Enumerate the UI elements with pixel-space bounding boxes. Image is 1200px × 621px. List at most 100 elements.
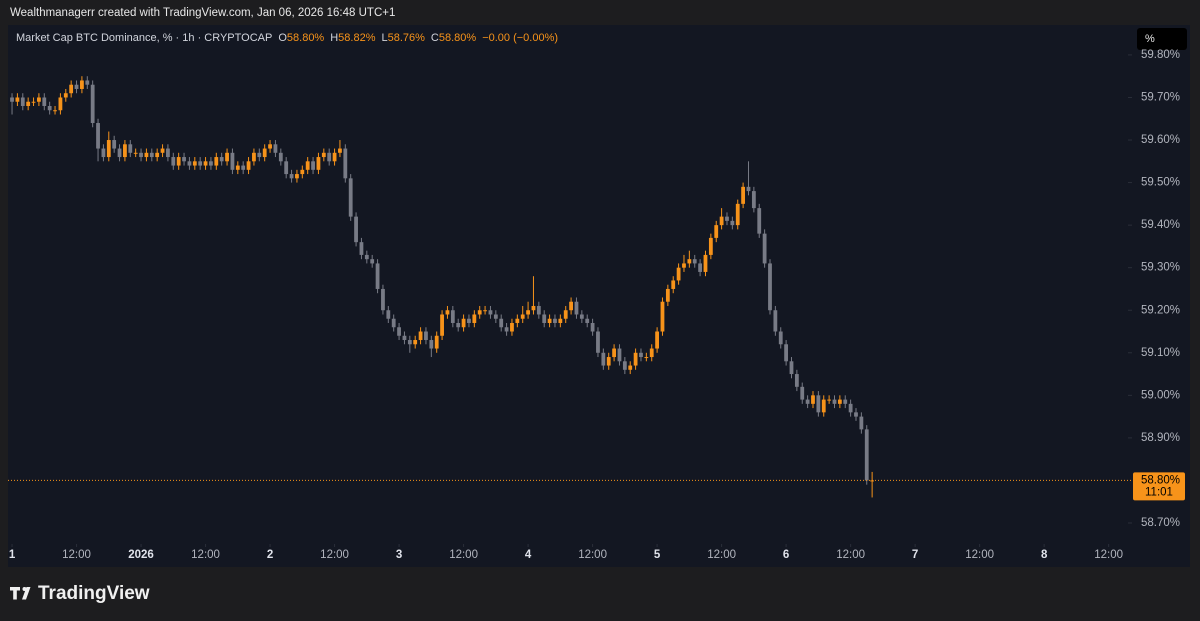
legend-key: H: [330, 32, 338, 44]
candle-body: [144, 152, 149, 158]
candle-body: [542, 314, 547, 323]
candle-body: [816, 395, 821, 413]
candle-body: [859, 416, 864, 430]
candle-body: [773, 310, 778, 332]
legend-key: C: [431, 32, 439, 44]
candle-body: [655, 331, 660, 349]
candle-body: [805, 399, 810, 404]
y-tick-label: 58.90%: [1141, 432, 1180, 444]
brand: TradingView: [9, 583, 150, 604]
legend-value: 58.80%: [439, 32, 477, 44]
candle-body: [42, 97, 47, 106]
scale-button-label[interactable]: %: [1145, 33, 1155, 45]
candle-body: [510, 322, 514, 332]
candle-body: [569, 301, 573, 311]
candle-body: [182, 157, 186, 162]
candle-body: [628, 365, 633, 370]
y-tick-label: 59.70%: [1141, 92, 1180, 104]
candle-body: [590, 322, 595, 332]
candle-body: [606, 357, 611, 366]
candle-body: [434, 335, 439, 349]
candle-body: [789, 361, 794, 375]
candle-body: [69, 84, 74, 94]
candle-body: [794, 374, 799, 387]
candle-body: [536, 305, 541, 315]
candle-body: [730, 220, 735, 226]
y-tick-label: 59.30%: [1141, 262, 1180, 274]
candle-body: [133, 152, 138, 154]
candle-body: [821, 399, 826, 413]
candle-body: [682, 263, 686, 268]
candle-body: [381, 288, 385, 311]
x-tick-label: 5: [654, 549, 661, 561]
candle-body: [53, 110, 57, 112]
candle-body: [429, 340, 434, 349]
candle-body: [811, 395, 815, 404]
candle-body: [198, 161, 203, 166]
candle-body: [456, 322, 461, 328]
candle-body: [483, 310, 487, 312]
candle-body: [214, 157, 219, 166]
candle-body: [31, 101, 36, 103]
x-tick-label: 12:00: [965, 549, 994, 561]
y-tick-label: 59.40%: [1141, 219, 1180, 231]
candle-body: [166, 148, 170, 158]
candle-body: [547, 318, 552, 323]
candle-body: [515, 318, 520, 323]
brand-logo-dot: [22, 587, 27, 591]
candle-body: [252, 152, 256, 162]
candle-body: [520, 314, 525, 319]
legend-key: L: [381, 32, 387, 44]
candle-body: [676, 267, 681, 281]
candle-body: [15, 97, 20, 102]
candle-body: [235, 165, 240, 170]
x-tick-label: 2026: [128, 549, 154, 561]
x-tick-label: 3: [396, 549, 402, 561]
candle-body: [746, 186, 751, 192]
x-tick-label: 6: [783, 549, 789, 561]
candle-body: [257, 152, 262, 158]
candle-body: [85, 80, 90, 85]
candle-body: [219, 157, 224, 162]
candle-body: [832, 399, 837, 404]
candle-body: [703, 254, 708, 272]
legend: Market Cap BTC Dominance, % · 1h · CRYPT…: [16, 32, 558, 44]
candle-body: [117, 148, 122, 158]
x-tick-label: 12:00: [836, 549, 865, 561]
candle-body: [526, 310, 530, 315]
candle-body: [241, 165, 246, 170]
candle-body: [391, 318, 396, 328]
candle-body: [848, 403, 853, 413]
candle-body: [343, 148, 348, 179]
candle-body: [106, 140, 111, 158]
scale-button[interactable]: [1137, 28, 1187, 50]
x-tick-label: 12:00: [449, 549, 478, 561]
candle-body: [262, 148, 267, 158]
candle-body: [708, 237, 713, 255]
candle-body: [300, 169, 305, 175]
candle-body: [461, 318, 466, 328]
candle-body: [63, 93, 68, 98]
header: Wealthmanagerr created with TradingView.…: [10, 7, 395, 19]
candle-body: [295, 174, 299, 179]
candle-body: [649, 348, 654, 358]
candle-body: [531, 305, 536, 311]
candle-body: [101, 148, 106, 158]
candle-body: [139, 152, 143, 158]
candle-body: [633, 352, 638, 366]
candle-body: [10, 97, 14, 102]
candle-body: [800, 386, 805, 400]
y-tick-label: 58.70%: [1141, 517, 1180, 529]
y-tick-label: 59.10%: [1141, 347, 1180, 359]
candle-body: [450, 310, 455, 323]
x-tick-label: 12:00: [62, 549, 91, 561]
y-tick-label: 59.80%: [1141, 49, 1180, 61]
x-tick-label: 7: [912, 549, 918, 561]
candle-body: [698, 263, 703, 272]
candle-body: [827, 399, 832, 401]
candle-body: [864, 429, 869, 481]
candle-body: [176, 157, 181, 166]
candle-body: [37, 97, 41, 102]
candle-body: [338, 148, 342, 153]
